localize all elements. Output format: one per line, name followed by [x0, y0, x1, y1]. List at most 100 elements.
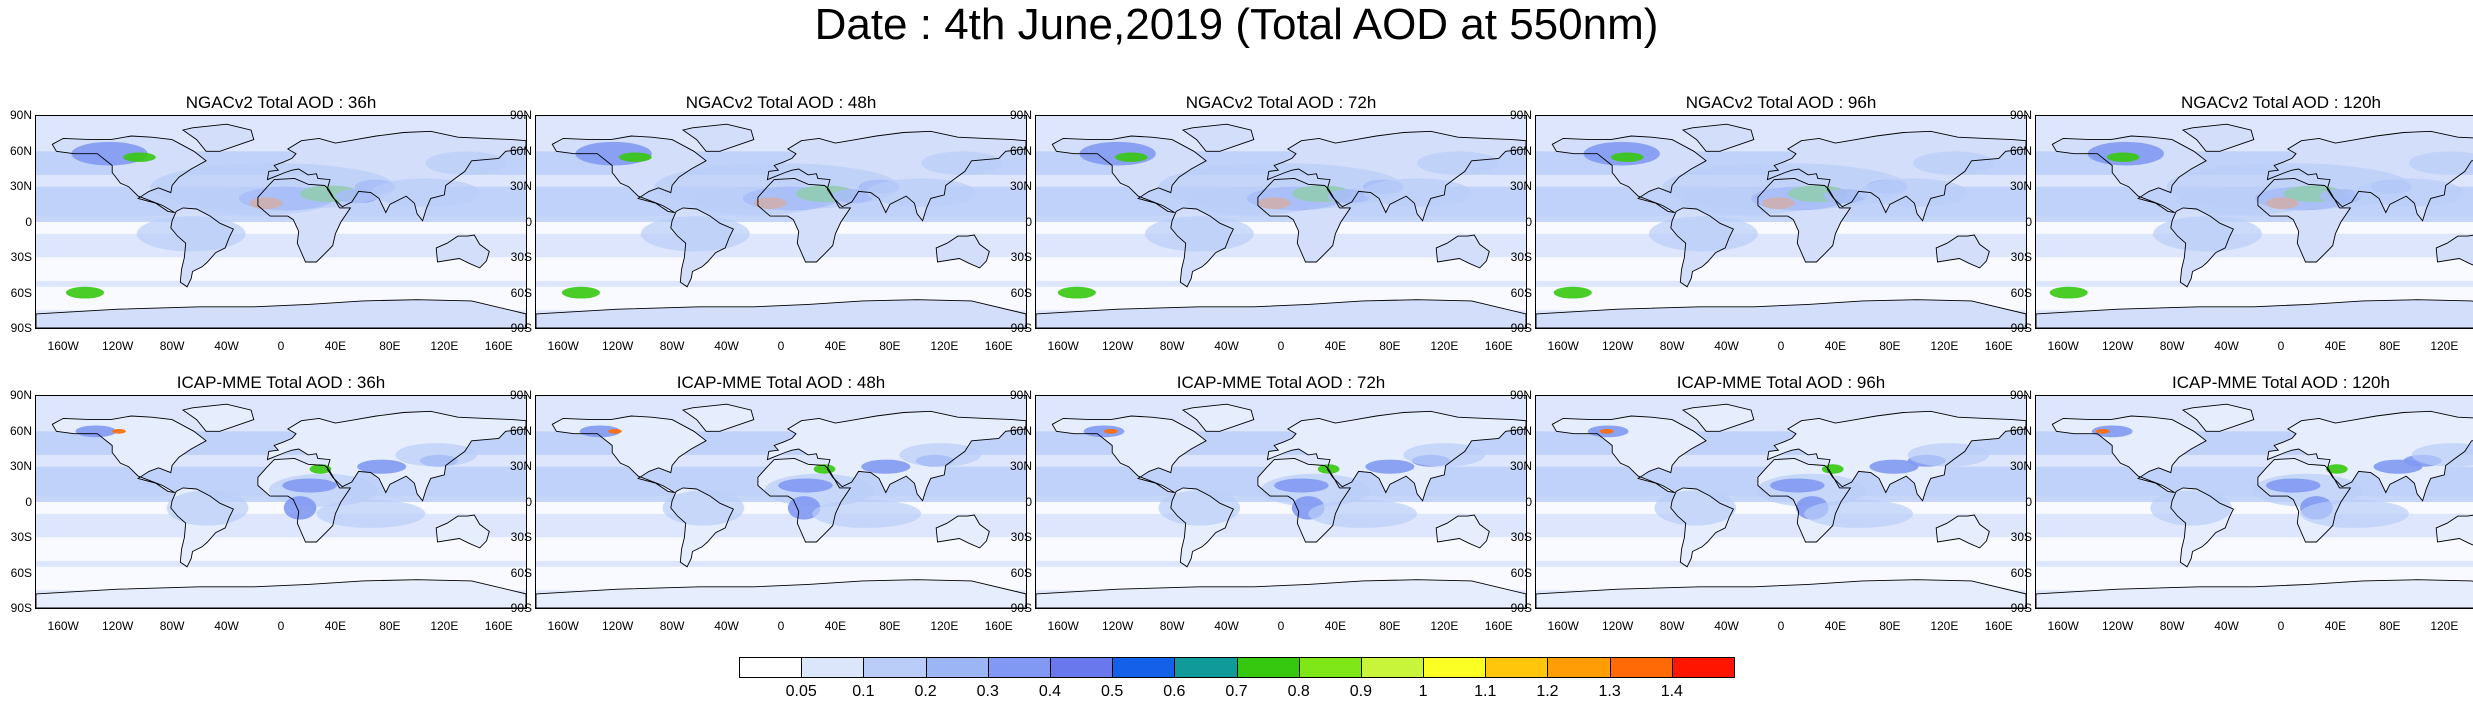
lon-tick-label: 40W	[1714, 619, 1739, 633]
colorbar-segment	[1049, 657, 1114, 678]
lon-tick-label: 120W	[2101, 339, 2134, 353]
lon-tick-label: 80E	[379, 619, 401, 633]
lon-tick-label: 120E	[1430, 619, 1459, 633]
lat-tick-label: 30N	[1509, 459, 1532, 473]
lon-tick-label: 80E	[2379, 619, 2401, 633]
colorbar-segment	[1236, 657, 1300, 678]
lon-tick-label: 0	[2277, 619, 2285, 633]
lat-tick-label: 30N	[9, 459, 32, 473]
colorbar-tick-label: 0.2	[914, 683, 937, 700]
lon-tick-label: 0	[277, 619, 285, 633]
lon-tick-label: 80E	[1379, 339, 1401, 353]
lon-tick-label: 0	[777, 339, 785, 353]
lon-tick-label: 40E	[324, 339, 347, 353]
lon-tick-label: 40W	[2214, 619, 2239, 633]
lat-tick-label: 0	[525, 494, 532, 509]
lon-tick-label: 80W	[1659, 619, 1685, 633]
lon-tick-label: 120E	[430, 619, 459, 633]
panel-title: ICAP-MME Total AOD : 72h	[1176, 373, 1386, 392]
lat-tick-label: 0	[1525, 214, 1532, 229]
lat-tick-label: 30N	[1009, 459, 1032, 473]
lon-tick-label: 120W	[1601, 339, 1634, 353]
aod-map-svg	[2036, 396, 2473, 608]
lon-tick-label: 160W	[2047, 339, 2079, 353]
lat-tick-label: 60N	[509, 143, 532, 158]
lon-tick-label: 80W	[659, 619, 685, 633]
lat-tick-label: 30S	[10, 250, 32, 264]
lat-tick-label: 90S	[510, 601, 532, 615]
lon-tick-label: 40E	[1324, 619, 1347, 633]
panel-title: ICAP-MME Total AOD : 120h	[2172, 373, 2390, 392]
lat-tick-label: 30N	[2009, 459, 2032, 473]
lat-tick-label: 60S	[1510, 285, 1532, 300]
aod-map	[1035, 115, 1527, 329]
aod-map-svg	[536, 116, 1026, 328]
lat-tick-label: 90N	[509, 108, 532, 122]
lon-tick-label: 80E	[2379, 339, 2401, 353]
aod-map	[35, 395, 527, 609]
lat-tick-label: 30S	[1010, 530, 1032, 544]
panel-title: ICAP-MME Total AOD : 36h	[176, 373, 386, 392]
lat-tick-label: 0	[525, 214, 532, 229]
lat-tick-label: 60S	[10, 565, 32, 580]
colorbar-segment	[1485, 657, 1549, 678]
colorbar-segment	[1112, 657, 1176, 678]
map-panel: NGACv2 Total AOD : 48h 90N 60N 30N 0 30S 60S 90…	[510, 93, 1027, 375]
lat-tick-label: 90S	[2010, 321, 2032, 335]
lat-tick-label: 0	[25, 214, 32, 229]
lon-tick-label: 40E	[824, 619, 847, 633]
colorbar-segment	[863, 657, 927, 678]
lat-tick-label: 60S	[1010, 565, 1032, 580]
lon-tick-label: 40W	[214, 619, 239, 633]
colorbar-tick-label: 1.3	[1598, 683, 1621, 700]
lon-tick-label: 160W	[547, 619, 579, 633]
lat-tick-label: 90S	[2010, 601, 2032, 615]
lat-tick-label: 90S	[1010, 321, 1032, 335]
lat-tick-label: 30N	[1009, 179, 1032, 193]
aod-map-svg	[1536, 396, 2026, 608]
lon-tick-label: 120E	[930, 619, 959, 633]
lon-tick-label: 80W	[1659, 339, 1685, 353]
lon-tick-label: 40W	[1714, 339, 1739, 353]
colorbar	[739, 657, 1735, 680]
colorbar-segment	[1298, 657, 1362, 678]
lon-tick-label: 0	[1777, 339, 1785, 353]
aod-map-svg	[1036, 396, 1526, 608]
lon-tick-label: 120E	[1930, 619, 1959, 633]
lat-tick-label: 90N	[9, 388, 32, 402]
lat-tick-label: 30S	[510, 250, 532, 264]
lat-tick-label: 30S	[2010, 250, 2032, 264]
lon-tick-label: 80E	[1379, 619, 1401, 633]
aod-map-svg	[1536, 116, 2026, 328]
lat-tick-label: 90N	[2009, 108, 2032, 122]
lon-tick-label: 40E	[2324, 339, 2347, 353]
lat-tick-label: 60N	[9, 423, 32, 438]
map-panel: NGACv2 Total AOD : 36h 90N 60N 30N 0 30S 60S 90…	[10, 93, 527, 375]
lon-tick-label: 120W	[2101, 619, 2134, 633]
colorbar-tick-label: 0.5	[1101, 683, 1124, 700]
lon-tick-label: 160E	[1484, 619, 1513, 633]
colorbar-segment	[1174, 657, 1238, 678]
lat-tick-label: 30N	[2009, 179, 2032, 193]
lat-tick-label: 0	[25, 494, 32, 509]
colorbar-tick-label: 0.9	[1349, 683, 1372, 700]
lon-tick-label: 160W	[2047, 619, 2079, 633]
lat-tick-label: 60N	[1009, 143, 1032, 158]
lon-tick-label: 80E	[879, 339, 901, 353]
lon-tick-label: 120E	[1930, 339, 1959, 353]
lon-tick-label: 160E	[984, 339, 1013, 353]
lon-tick-label: 40E	[324, 619, 347, 633]
aod-map-svg	[36, 116, 526, 328]
lat-tick-label: 90S	[10, 321, 32, 335]
lon-tick-label: 40E	[1324, 339, 1347, 353]
lat-tick-label: 30S	[1010, 250, 1032, 264]
aod-map	[2035, 395, 2473, 609]
lon-tick-label: 120W	[601, 339, 634, 353]
lon-tick-label: 160W	[47, 339, 79, 353]
lat-tick-label: 90S	[10, 601, 32, 615]
colorbar-tick-label: 0.4	[1038, 683, 1062, 700]
lon-tick-label: 160W	[47, 619, 79, 633]
lat-tick-label: 30N	[9, 179, 32, 193]
lat-tick-label: 30N	[509, 459, 532, 473]
lon-tick-label: 120W	[1101, 619, 1134, 633]
